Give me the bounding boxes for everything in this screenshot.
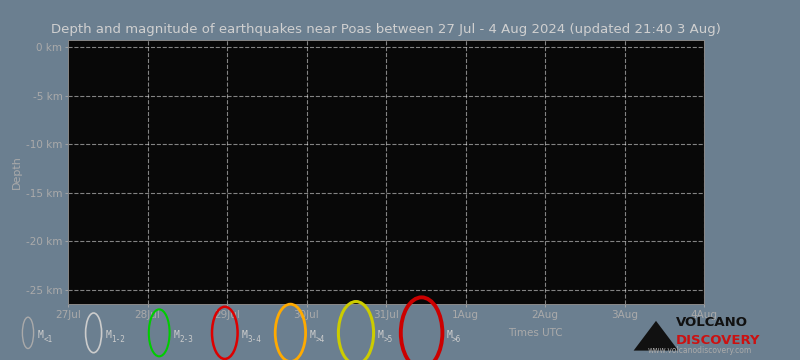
Text: <1: <1 [43, 335, 53, 343]
Text: VOLCANO: VOLCANO [676, 316, 748, 329]
Text: www.volcanodiscovery.com: www.volcanodiscovery.com [648, 346, 752, 355]
Text: M: M [174, 330, 179, 340]
Text: 2-3: 2-3 [179, 335, 193, 343]
Text: M: M [106, 330, 111, 340]
Text: 1-2: 1-2 [111, 335, 125, 343]
Y-axis label: Depth: Depth [12, 155, 22, 189]
Text: DISCOVERY: DISCOVERY [676, 334, 761, 347]
Text: Times UTC: Times UTC [508, 328, 562, 338]
Text: >5: >5 [383, 335, 393, 343]
Text: M: M [378, 330, 383, 340]
Text: >6: >6 [452, 335, 462, 343]
Text: 3-4: 3-4 [247, 335, 261, 343]
Text: >4: >4 [315, 335, 325, 343]
Text: M: M [446, 330, 452, 340]
Text: M: M [38, 330, 43, 340]
Text: M: M [310, 330, 315, 340]
Polygon shape [634, 321, 678, 351]
Title: Depth and magnitude of earthquakes near Poas between 27 Jul - 4 Aug 2024 (update: Depth and magnitude of earthquakes near … [51, 23, 721, 36]
Text: M: M [242, 330, 247, 340]
